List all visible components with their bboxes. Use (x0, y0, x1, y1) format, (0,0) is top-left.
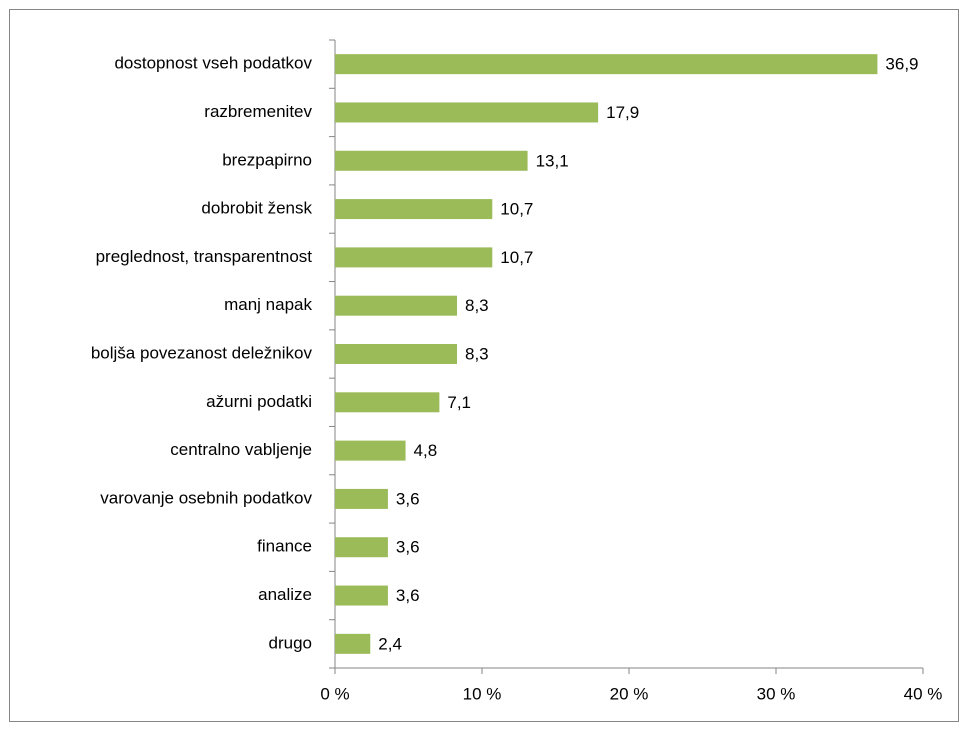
y-tick-label: manj napak (224, 295, 312, 314)
bar (335, 440, 406, 461)
value-label: 10,7 (500, 200, 533, 219)
chart-frame (9, 9, 959, 722)
value-label: 13,1 (536, 151, 569, 170)
value-label: 17,9 (606, 103, 639, 122)
x-tick-label: 10 % (463, 684, 502, 703)
bar (335, 54, 878, 75)
value-label: 3,6 (396, 489, 420, 508)
value-label: 2,4 (378, 634, 402, 653)
x-tick-label: 20 % (610, 684, 649, 703)
y-tick-label: dostopnost vseh podatkov (114, 54, 312, 73)
x-tick-label: 30 % (757, 684, 796, 703)
value-label: 8,3 (465, 296, 489, 315)
bar (335, 585, 388, 606)
bar (335, 633, 371, 654)
value-label: 3,6 (396, 538, 420, 557)
y-tick-label: boljša povezanost deležnikov (91, 343, 313, 362)
y-tick-label: varovanje osebnih podatkov (100, 488, 312, 507)
value-label: 3,6 (396, 586, 420, 605)
y-tick-label: centralno vabljenje (170, 440, 312, 459)
y-tick-label: drugo (269, 633, 312, 652)
bar (335, 295, 458, 316)
y-tick-label: razbremenitev (204, 102, 312, 121)
value-label: 7,1 (447, 393, 471, 412)
value-label: 8,3 (465, 344, 489, 363)
bar (335, 488, 388, 509)
value-label: 4,8 (414, 441, 438, 460)
y-tick-label: analize (258, 585, 312, 604)
bar (335, 102, 599, 123)
bar (335, 150, 528, 171)
bar (335, 537, 388, 558)
x-tick-label: 40 % (904, 684, 943, 703)
y-tick-label: ažurni podatki (206, 392, 312, 411)
y-tick-label: preglednost, transparentnost (96, 247, 313, 266)
y-tick-label: dobrobit žensk (201, 199, 312, 218)
bar (335, 344, 458, 364)
y-tick-label: finance (257, 537, 312, 556)
bar (335, 247, 493, 268)
value-label: 36,9 (885, 55, 918, 74)
x-tick-label: 0 % (320, 684, 349, 703)
bar (335, 199, 493, 220)
bar (335, 392, 440, 413)
value-label: 10,7 (500, 248, 533, 267)
y-tick-label: brezpapirno (222, 150, 312, 169)
